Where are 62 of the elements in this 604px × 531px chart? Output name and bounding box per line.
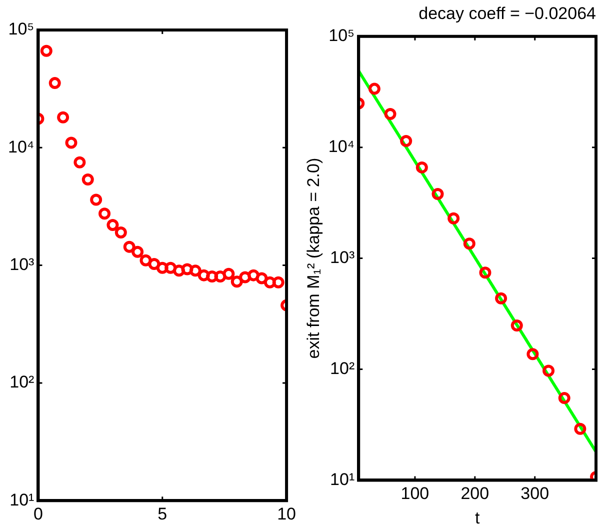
x-tick-label: 10 bbox=[277, 504, 296, 524]
point bbox=[164, 262, 177, 274]
y-tick-label: 10² bbox=[330, 358, 355, 378]
point bbox=[148, 258, 160, 270]
point bbox=[463, 238, 476, 250]
point bbox=[82, 174, 94, 186]
y-tick-label: 10³ bbox=[330, 248, 355, 267]
point bbox=[156, 262, 168, 274]
y-tick-label: 10⁵ bbox=[8, 20, 34, 39]
point bbox=[57, 111, 70, 124]
point bbox=[123, 240, 136, 253]
point bbox=[510, 319, 523, 332]
point bbox=[368, 82, 380, 95]
point bbox=[248, 269, 260, 282]
chart-title: decay coeff = −0.02064 bbox=[418, 4, 596, 23]
x-tick-label: 300 bbox=[520, 484, 550, 504]
point bbox=[479, 266, 492, 279]
point bbox=[114, 226, 127, 239]
point bbox=[239, 271, 252, 284]
point bbox=[40, 44, 52, 57]
point bbox=[416, 161, 428, 174]
point bbox=[222, 268, 235, 280]
y-tick-label: 10⁴ bbox=[328, 137, 355, 156]
point bbox=[140, 254, 152, 266]
x-tick-label: 5 bbox=[158, 504, 168, 524]
point bbox=[384, 108, 396, 120]
y-tick-label: 10¹ bbox=[10, 490, 35, 510]
x-tick-label: 200 bbox=[460, 484, 490, 504]
y-tick-label: 10³ bbox=[10, 254, 35, 274]
point bbox=[189, 264, 202, 277]
point bbox=[173, 264, 186, 277]
y-tick-label: 10⁵ bbox=[328, 26, 355, 46]
point bbox=[432, 188, 444, 200]
point bbox=[48, 77, 61, 90]
point bbox=[264, 276, 276, 288]
point bbox=[272, 276, 284, 288]
point bbox=[214, 270, 226, 283]
point bbox=[574, 422, 586, 435]
point bbox=[495, 292, 508, 304]
point bbox=[132, 246, 144, 258]
y-tick-label: 10¹ bbox=[330, 470, 355, 489]
point bbox=[198, 269, 210, 282]
point bbox=[542, 364, 555, 377]
point bbox=[106, 219, 119, 232]
y-tick-label: 10² bbox=[10, 372, 35, 392]
point bbox=[90, 194, 102, 206]
x-tick-label: 100 bbox=[400, 484, 430, 504]
point bbox=[181, 263, 194, 276]
x-axis-title: t bbox=[474, 508, 480, 528]
point bbox=[526, 348, 539, 360]
point bbox=[74, 156, 86, 168]
point bbox=[448, 212, 460, 224]
y-tick-label: 10⁴ bbox=[8, 137, 34, 156]
point bbox=[230, 276, 243, 288]
y-axis-title: exit from M₁² (kappa = 2.0) bbox=[304, 158, 323, 359]
point bbox=[400, 135, 412, 148]
point bbox=[558, 392, 570, 404]
point bbox=[98, 208, 111, 220]
point bbox=[256, 272, 268, 284]
point bbox=[206, 270, 218, 283]
x-tick-label: 0 bbox=[33, 504, 43, 524]
point bbox=[65, 136, 78, 149]
